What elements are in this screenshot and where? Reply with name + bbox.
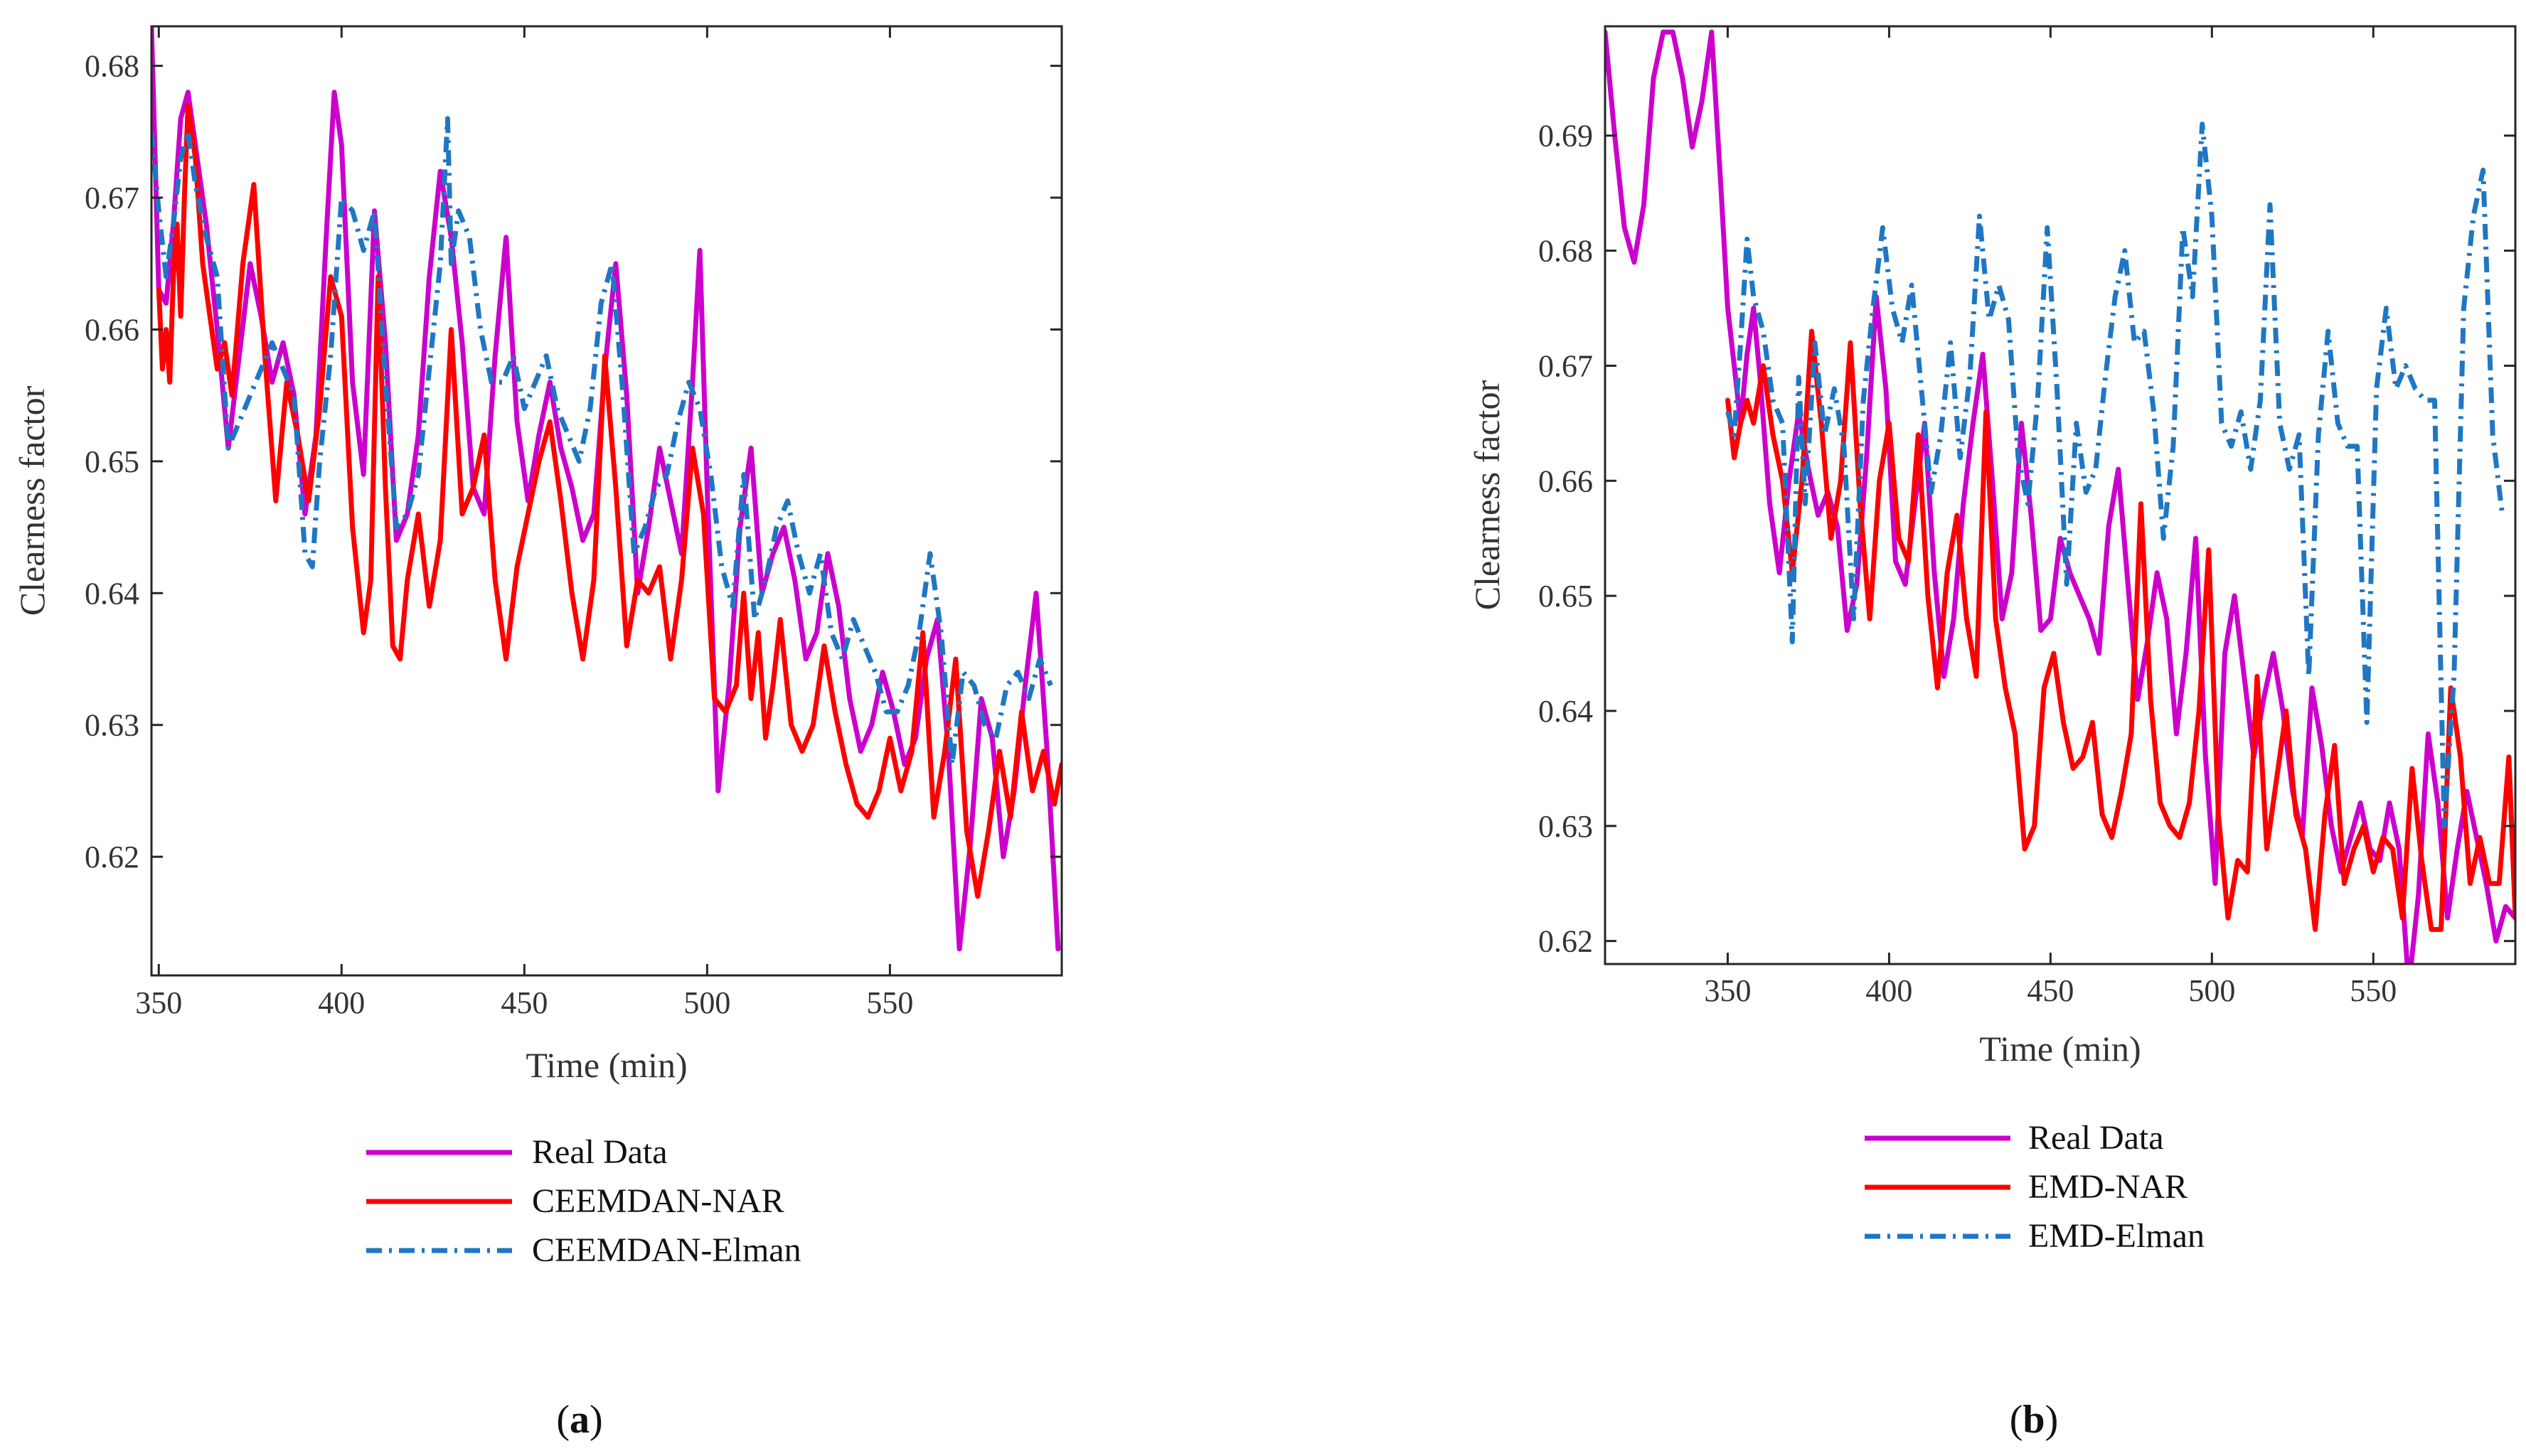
y-tick-label-a: 0.66 xyxy=(85,312,139,347)
plot-area-b xyxy=(1605,29,2515,964)
caption-a-label: a xyxy=(570,1398,590,1442)
legend-b: Real Data EMD-NAR EMD-Elman xyxy=(1865,1119,2205,1255)
caption-a: (a) xyxy=(556,1398,602,1442)
y-tick-label-b: 0.62 xyxy=(1538,924,1593,959)
x-tick-label-a: 400 xyxy=(318,985,365,1020)
axes-box-b xyxy=(1604,25,2517,965)
x-axis-label-a: Time (min) xyxy=(526,1045,687,1085)
series-line-a-ceemdan-nar xyxy=(156,102,1062,899)
legend-a: Real Data CEEMDAN-NAR CEEMDAN-Elman xyxy=(366,1133,801,1269)
x-tick-label-a: 550 xyxy=(866,985,913,1020)
y-tick-label-b: 0.66 xyxy=(1538,464,1593,498)
series-line-b-emd-nar xyxy=(1725,328,2515,932)
x-tick-label-b: 400 xyxy=(1865,973,1912,1008)
y-tick-label-b: 0.65 xyxy=(1538,579,1593,614)
x-tick-label-a: 500 xyxy=(683,985,730,1020)
x-tick-label-b: 350 xyxy=(1704,973,1751,1008)
caption-a-close: ) xyxy=(590,1398,603,1442)
y-tick-label-b: 0.69 xyxy=(1538,119,1593,154)
y-tick-label-a: 0.65 xyxy=(85,444,139,479)
x-tick-label-a: 350 xyxy=(135,985,182,1020)
axes-box-a xyxy=(150,25,1063,977)
chart-panel-b: 350 400 450 500 550 0.62 0.63 0.64 0.65 0.66 0.67 0… xyxy=(1467,25,2517,1255)
series-line-a-real-data xyxy=(151,26,1061,952)
caption-a-open: ( xyxy=(556,1398,570,1442)
series-line-b-real-data xyxy=(1605,29,2515,964)
caption-b-close: ) xyxy=(2045,1398,2059,1442)
y-tick-label-a: 0.63 xyxy=(85,708,139,743)
y-tick-label-b: 0.63 xyxy=(1538,809,1593,844)
caption-b-label: b xyxy=(2023,1398,2045,1442)
y-tick-label-a: 0.67 xyxy=(85,181,139,215)
y-tick-label-b: 0.67 xyxy=(1538,348,1593,383)
legend-label-a-ceemdan-nar: CEEMDAN-NAR xyxy=(532,1182,784,1220)
y-tick-label-a: 0.64 xyxy=(85,576,139,611)
x-tick-label-b: 500 xyxy=(2188,973,2235,1008)
legend-label-a-ceemdan-elman: CEEMDAN-Elman xyxy=(532,1231,801,1269)
x-tick-label-a: 450 xyxy=(501,985,548,1020)
series-line-a-ceemdan-elman xyxy=(151,116,1053,767)
legend-label-b-real-data: Real Data xyxy=(2028,1119,2164,1157)
caption-b: (b) xyxy=(2010,1398,2058,1442)
y-tick-label-b: 0.68 xyxy=(1538,234,1593,269)
legend-label-b-emd-nar: EMD-NAR xyxy=(2028,1168,2187,1206)
y-tick-label-b: 0.64 xyxy=(1538,694,1593,729)
x-tick-label-b: 450 xyxy=(2027,973,2074,1008)
x-tick-label-b: 550 xyxy=(2350,973,2397,1008)
y-tick-label-a: 0.68 xyxy=(85,49,139,84)
chart-panel-a: 350 400 450 500 550 0.62 0.63 0.64 0.65 0.66 0.67 0… xyxy=(12,25,1063,1269)
legend-label-a-real-data: Real Data xyxy=(532,1133,668,1171)
x-axis-label-b: Time (min) xyxy=(1979,1029,2141,1069)
legend-label-b-emd-elman: EMD-Elman xyxy=(2028,1217,2205,1255)
caption-b-open: ( xyxy=(2010,1398,2023,1442)
y-axis-label-b: Clearness factor xyxy=(1467,380,1507,610)
y-axis-label-a: Clearness factor xyxy=(12,385,52,616)
y-tick-label-a: 0.62 xyxy=(85,840,139,874)
series-line-b-emd-elman xyxy=(1725,122,2505,829)
plot-area-a xyxy=(151,26,1062,952)
